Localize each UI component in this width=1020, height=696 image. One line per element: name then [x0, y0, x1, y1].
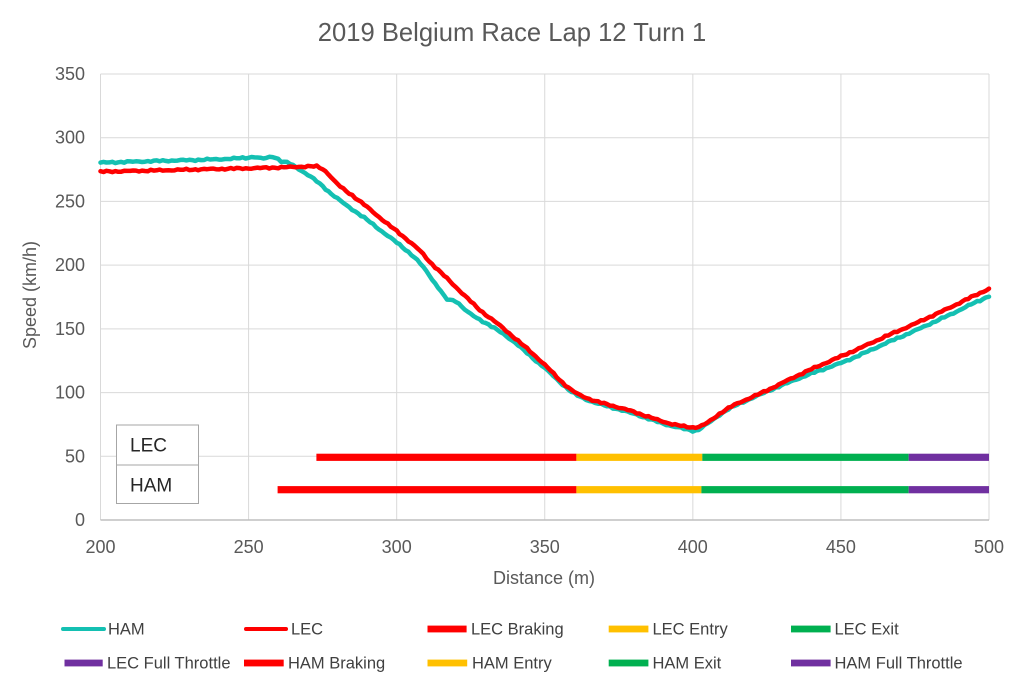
- svg-text:HAM Braking: HAM Braking: [288, 655, 385, 673]
- svg-text:LEC: LEC: [291, 621, 323, 639]
- svg-text:200: 200: [55, 255, 85, 275]
- svg-text:LEC Full Throttle: LEC Full Throttle: [107, 655, 231, 673]
- svg-text:350: 350: [55, 64, 85, 84]
- svg-text:400: 400: [678, 537, 708, 557]
- svg-text:HAM Full Throttle: HAM Full Throttle: [835, 655, 963, 673]
- svg-text:300: 300: [55, 128, 85, 148]
- svg-text:HAM Entry: HAM Entry: [472, 655, 553, 673]
- svg-text:100: 100: [55, 383, 85, 403]
- svg-text:500: 500: [974, 537, 1004, 557]
- svg-text:HAM: HAM: [130, 476, 172, 497]
- svg-text:LEC Entry: LEC Entry: [653, 621, 729, 639]
- svg-text:HAM Exit: HAM Exit: [653, 655, 722, 673]
- svg-text:350: 350: [530, 537, 560, 557]
- svg-text:Distance (m): Distance (m): [493, 568, 595, 588]
- svg-text:150: 150: [55, 319, 85, 339]
- svg-text:0: 0: [75, 510, 85, 530]
- svg-text:2019 Belgium Race Lap 12 Turn: 2019 Belgium Race Lap 12 Turn 1: [318, 19, 706, 47]
- svg-text:HAM: HAM: [108, 621, 145, 639]
- svg-text:LEC Braking: LEC Braking: [471, 621, 564, 639]
- svg-text:LEC: LEC: [130, 436, 167, 457]
- svg-text:50: 50: [65, 446, 85, 466]
- svg-text:200: 200: [85, 537, 115, 557]
- svg-text:LEC Exit: LEC Exit: [835, 621, 900, 639]
- svg-text:250: 250: [55, 191, 85, 211]
- svg-text:300: 300: [382, 537, 412, 557]
- svg-text:Speed (km/h): Speed (km/h): [20, 241, 40, 349]
- svg-text:250: 250: [234, 537, 264, 557]
- svg-text:450: 450: [826, 537, 856, 557]
